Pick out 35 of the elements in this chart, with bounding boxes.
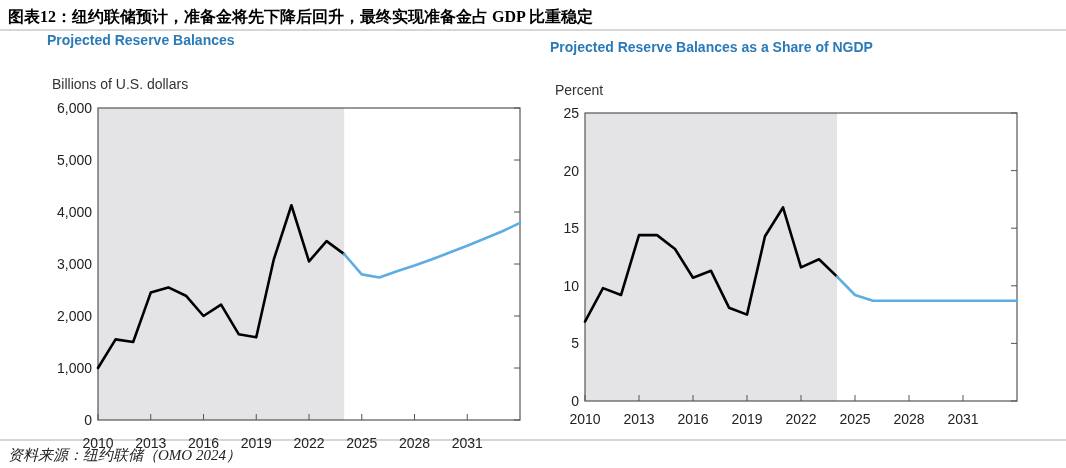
- x-tick-label: 2010: [569, 411, 601, 427]
- x-tick-label: 2019: [240, 435, 273, 451]
- y-tick-label: 20: [563, 162, 580, 179]
- x-tick-label: 2028: [893, 411, 925, 427]
- x-tick-label: 2013: [623, 411, 655, 427]
- y-tick-label: 4,000: [56, 203, 93, 220]
- y-tick-label: 15: [563, 220, 580, 237]
- line-series: [583, 206, 839, 323]
- y-tick-label: 10: [563, 277, 580, 294]
- x-tick-label: 2025: [839, 411, 871, 427]
- y-axis-title: Billions of U.S. dollars: [52, 76, 189, 92]
- y-tick-label: 0: [84, 411, 93, 428]
- x-tick-label: 2031: [947, 411, 979, 427]
- x-tick-label: 2022: [293, 435, 325, 451]
- x-tick-label: 2016: [677, 411, 709, 427]
- line-series: [342, 221, 522, 279]
- line-series: [96, 203, 346, 370]
- y-tick-label: 0: [571, 392, 580, 409]
- y-tick-label: 3,000: [56, 255, 93, 272]
- x-tick-label: 2028: [398, 435, 431, 451]
- x-tick-label: 2019: [731, 411, 763, 427]
- chart-subtitle: Projected Reserve Balances: [47, 32, 235, 48]
- y-tick-label: 5: [571, 335, 580, 352]
- x-tick-label: 2031: [451, 435, 484, 451]
- y-tick-label: 2,000: [56, 307, 93, 324]
- y-axis-title: Percent: [555, 82, 604, 98]
- y-tick-label: 1,000: [56, 359, 93, 376]
- chart-title: Projected Reserve Balances as a Share of NGDP: [550, 39, 873, 55]
- x-tick-label: 2016: [187, 435, 220, 451]
- chart-title: 图表12：纽约联储预计，准备金将先下降后回升，最终实现准备金占 GDP 比重稳定: [8, 8, 593, 25]
- y-tick-label: 25: [563, 104, 580, 121]
- y-tick-label: 6,000: [56, 99, 93, 116]
- y-tick-label: 5,000: [56, 151, 93, 168]
- x-tick-label: 2025: [346, 435, 378, 451]
- x-tick-label: 2022: [785, 411, 817, 427]
